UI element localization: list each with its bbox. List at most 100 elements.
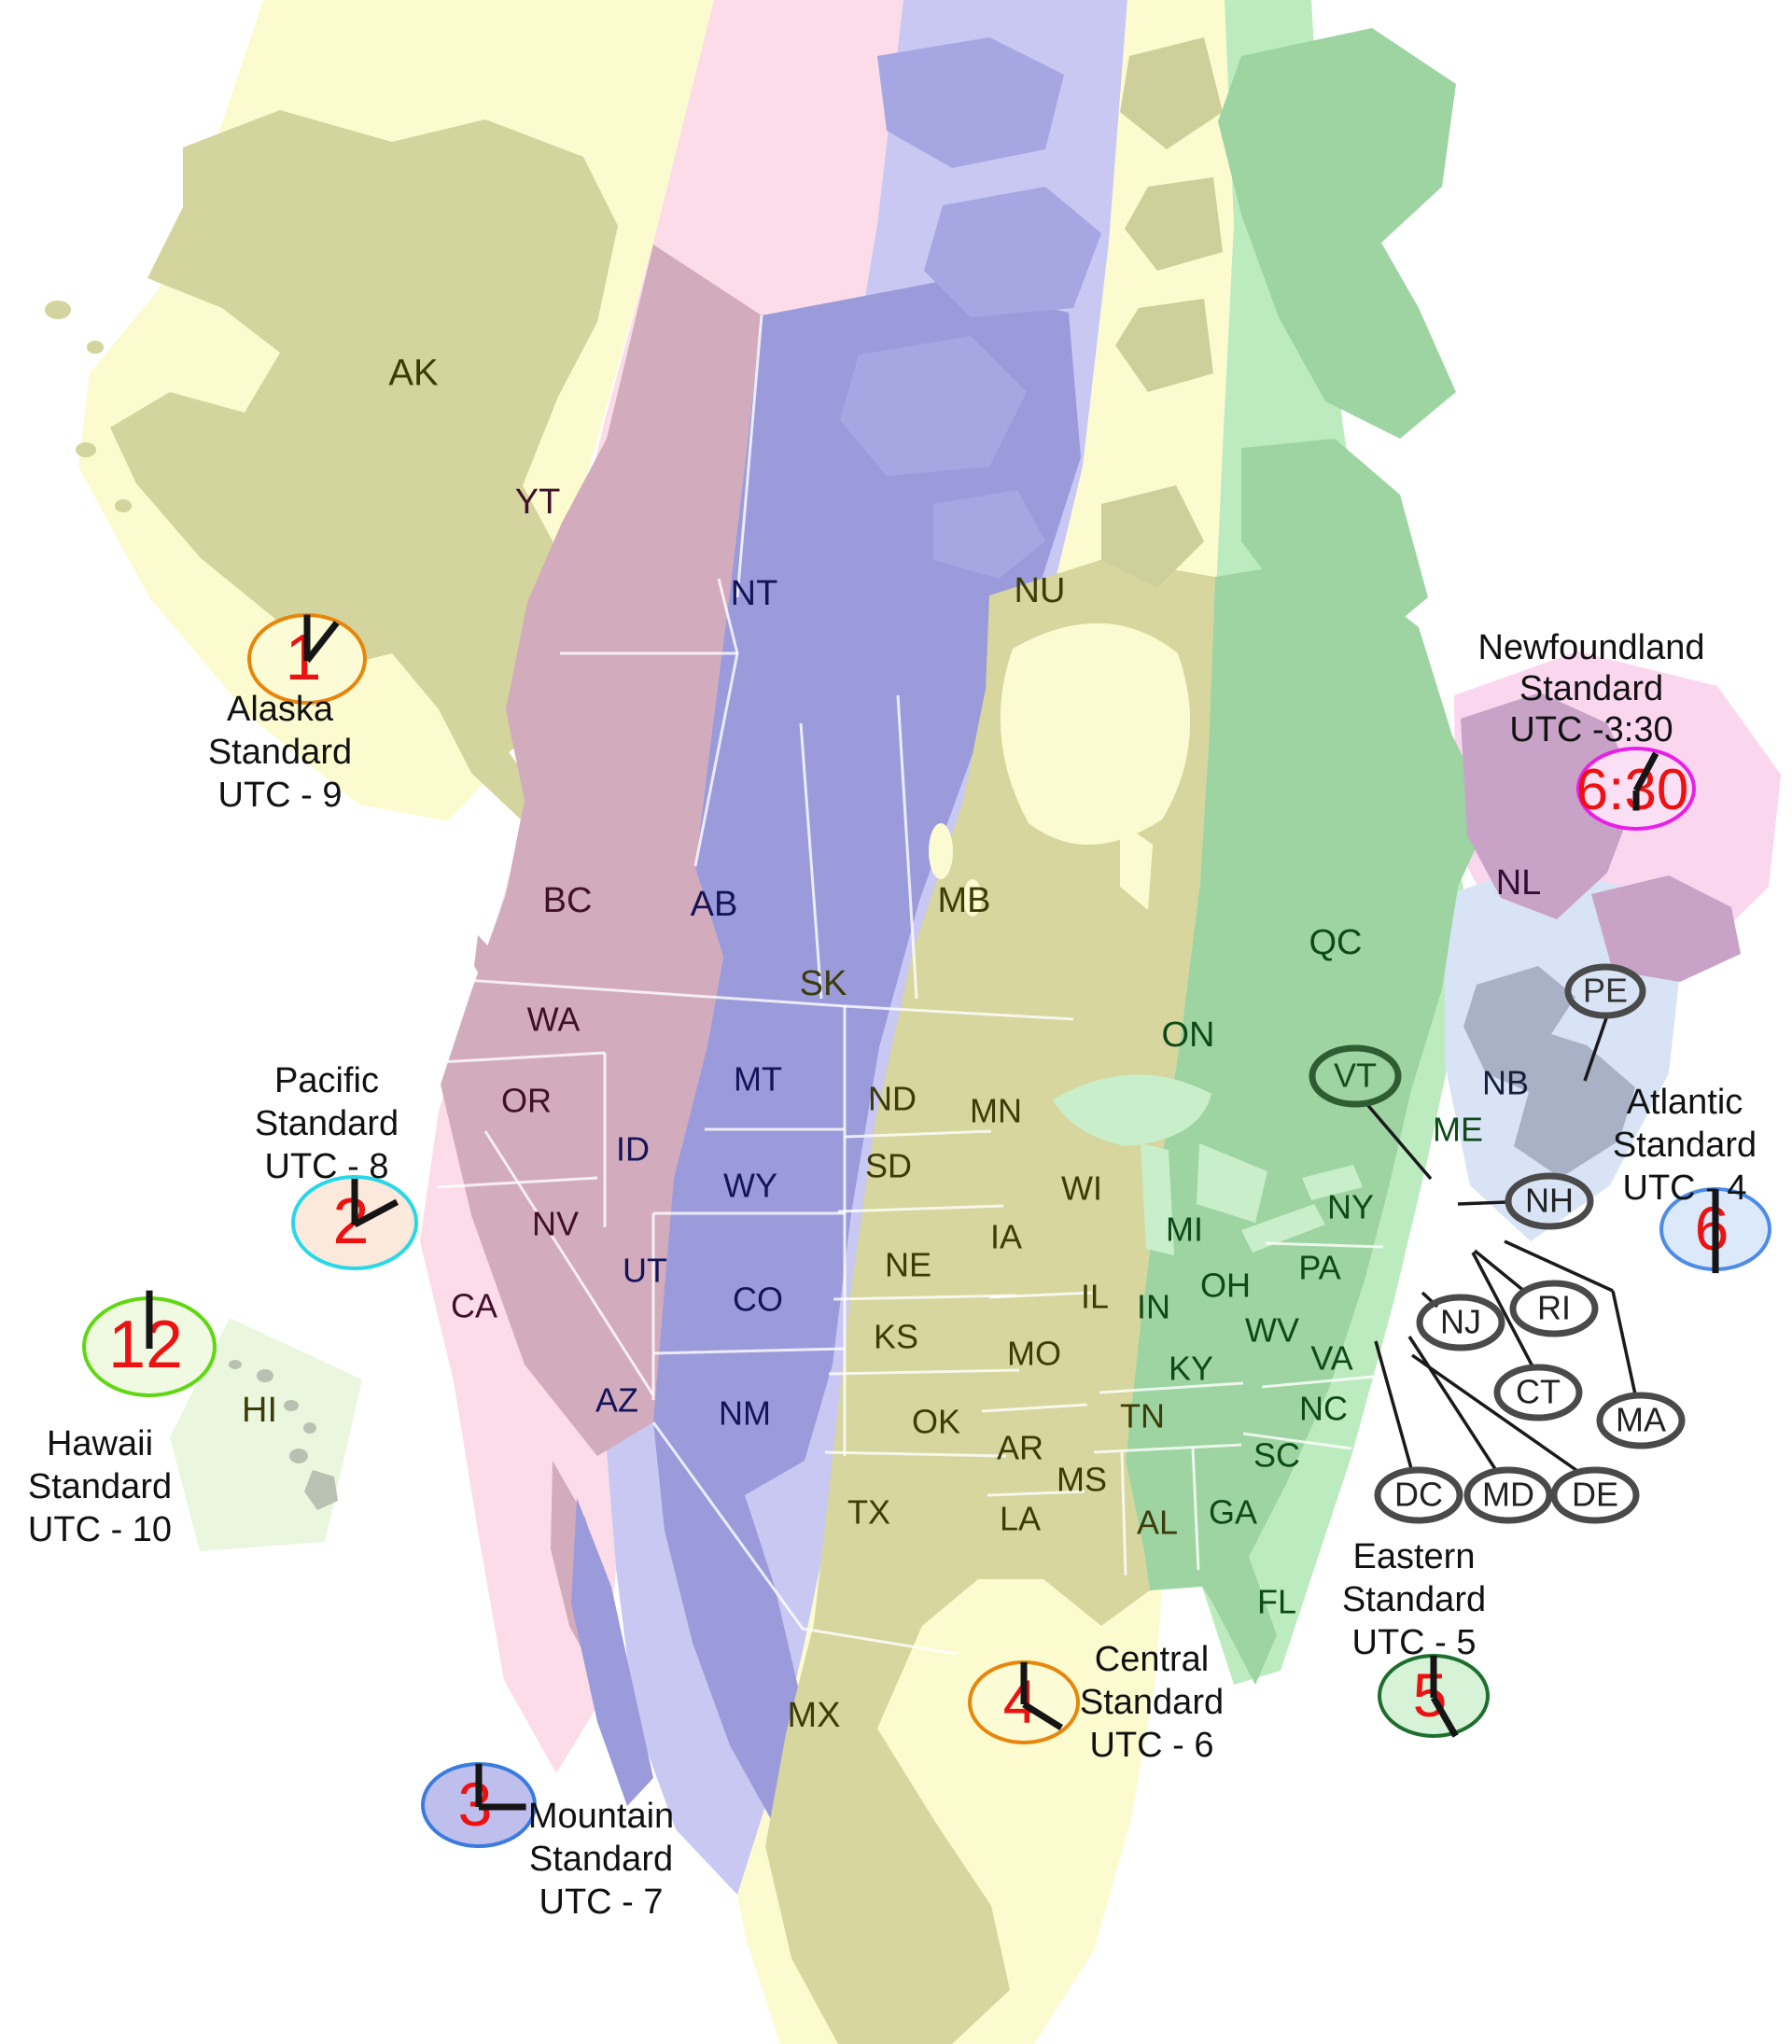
zone-label-atlantic: Atlantic Standard UTC - 4 [1613, 1083, 1757, 1208]
region-label-va: VA [1310, 1339, 1352, 1378]
land-aleutian-island [115, 499, 132, 512]
region-label-ne: NE [885, 1246, 931, 1284]
zone-label-eastern: Eastern Standard UTC - 5 [1342, 1537, 1486, 1662]
region-label-or: OR [501, 1082, 552, 1120]
lake-michigan [1141, 1143, 1174, 1255]
land-mexico-west [653, 1422, 814, 1829]
clock-eastern: 5 [1378, 1654, 1490, 1738]
clock-number-central: 4 [1003, 1667, 1038, 1736]
zone-label-atlantic-line-1: Standard [1613, 1126, 1757, 1165]
region-label-me: ME [1433, 1111, 1483, 1149]
state-oval-ma: MA [1596, 1392, 1686, 1449]
state-oval-ring-nj [1416, 1294, 1505, 1351]
land-hawaii-island [257, 1369, 273, 1382]
clock-central: 4 [968, 1660, 1080, 1744]
land-masses [45, 28, 1741, 2044]
state-oval-ring-pe [1564, 963, 1646, 1019]
clock-number-newfoundland: 6:30 [1576, 758, 1689, 822]
state-oval-text-dc: DC [1394, 1476, 1443, 1514]
zone-label-alaska-line-1: Standard [208, 733, 352, 772]
state-oval-text-ma: MA [1616, 1401, 1666, 1439]
land-ungava-island [1241, 439, 1428, 644]
region-label-in: IN [1137, 1288, 1170, 1326]
clock-number-eastern: 5 [1413, 1660, 1448, 1729]
leader-line-ma [1504, 1239, 1614, 1293]
state-oval-ri: RI [1509, 1280, 1599, 1337]
land-arctic-island-mountain [840, 336, 1027, 476]
land-arctic-island-central [1125, 177, 1223, 271]
zone-label-alaska: Alaska Standard UTC - 9 [208, 690, 352, 815]
clock-number-hawaii: 12 [108, 1308, 183, 1382]
leader-line-pe [1583, 1015, 1609, 1082]
land-baja-lower [571, 1498, 653, 1806]
clock-number-atlantic: 6 [1695, 1194, 1729, 1263]
region-label-yt: YT [515, 483, 561, 522]
land-labrador [1461, 693, 1638, 919]
state-oval-ring-ct [1493, 1364, 1583, 1421]
clock-hand-pacific-1 [353, 1198, 399, 1228]
state-oval-ring-dc [1374, 1466, 1463, 1524]
zone-label-mountain-line-1: Standard [529, 1840, 673, 1879]
land-mountain-main [653, 282, 1081, 1495]
clock-hand-alaska-1 [304, 621, 340, 664]
clock-mountain: 3 [421, 1762, 537, 1848]
leader-line-vt [1363, 1099, 1433, 1181]
james-bay [1120, 821, 1153, 910]
state-oval-ring-de [1550, 1466, 1640, 1524]
region-label-fl: FL [1257, 1583, 1296, 1621]
region-label-wa: WA [527, 1001, 581, 1039]
leader-line-nh [1457, 1200, 1507, 1206]
lake-ontario [1302, 1165, 1363, 1200]
region-label-nu: NU [1015, 571, 1066, 610]
state-borders [436, 315, 1406, 1656]
region-label-nt: NT [731, 574, 778, 613]
zone-label-mountain-line-0: Mountain [528, 1797, 674, 1836]
zone-label-pacific-line-1: Standard [255, 1104, 399, 1143]
clock-hawaii: 12 [82, 1290, 217, 1397]
zone-label-alaska-line-0: Alaska [227, 690, 334, 729]
land-hawaii-island [229, 1360, 242, 1369]
land-arctic-island-central [1120, 37, 1223, 149]
region-label-nl: NL [1496, 863, 1542, 903]
region-label-nv: NV [532, 1205, 579, 1243]
region-label-mi: MI [1166, 1211, 1203, 1249]
region-label-ny: NY [1327, 1188, 1374, 1226]
clock-pacific: 2 [291, 1175, 418, 1270]
land-aleutian-island [45, 301, 71, 319]
zone-label-newfoundland-line-1: Standard [1519, 669, 1663, 708]
state-oval-nj: NJ [1416, 1294, 1505, 1351]
lake-erie [1241, 1204, 1325, 1253]
region-label-nb: NB [1482, 1064, 1529, 1102]
leader-line-ri [1473, 1249, 1527, 1294]
zone-label-eastern-line-0: Eastern [1353, 1537, 1476, 1576]
region-label-tn: TN [1120, 1397, 1165, 1435]
region-label-nc: NC [1299, 1390, 1348, 1428]
region-label-oh: OH [1200, 1267, 1251, 1305]
state-oval-dc: DC [1374, 1466, 1463, 1524]
state-oval-text-ct: CT [1516, 1373, 1561, 1411]
leader-line-de [1410, 1353, 1582, 1475]
region-label-pa: PA [1298, 1249, 1340, 1287]
lakes [929, 623, 1363, 1255]
land-hawaii-island [284, 1400, 299, 1411]
region-labels: AK YT NT NU BC AB SK MB ON QC NL NB ME WA OR CA NV ID MT WY… [242, 353, 1541, 1735]
region-label-ia: IA [990, 1218, 1022, 1256]
region-label-ab: AB [691, 885, 738, 924]
land-arctic-island-mountain [924, 187, 1101, 317]
land-hawaii-island [303, 1422, 316, 1434]
zone-label-eastern-line-1: Standard [1342, 1580, 1486, 1619]
state-oval-nh: NH [1505, 1172, 1594, 1230]
clock-atlantic: 6 [1659, 1187, 1771, 1274]
land-arctic-island-central [1101, 485, 1204, 588]
zone-label-newfoundland-line-0: Newfoundland [1478, 628, 1705, 667]
zone-label-hawaii: Hawaii Standard UTC - 10 [28, 1424, 172, 1549]
land-hawaii-big-island [304, 1470, 338, 1510]
land-aleutian-island [76, 442, 96, 457]
state-oval-ring-ri [1509, 1280, 1599, 1337]
land-arctic-island-mountain [877, 37, 1064, 168]
state-oval-ring-md [1463, 1466, 1553, 1524]
region-label-al: AL [1137, 1504, 1178, 1542]
leader-line-ma [1611, 1290, 1637, 1395]
